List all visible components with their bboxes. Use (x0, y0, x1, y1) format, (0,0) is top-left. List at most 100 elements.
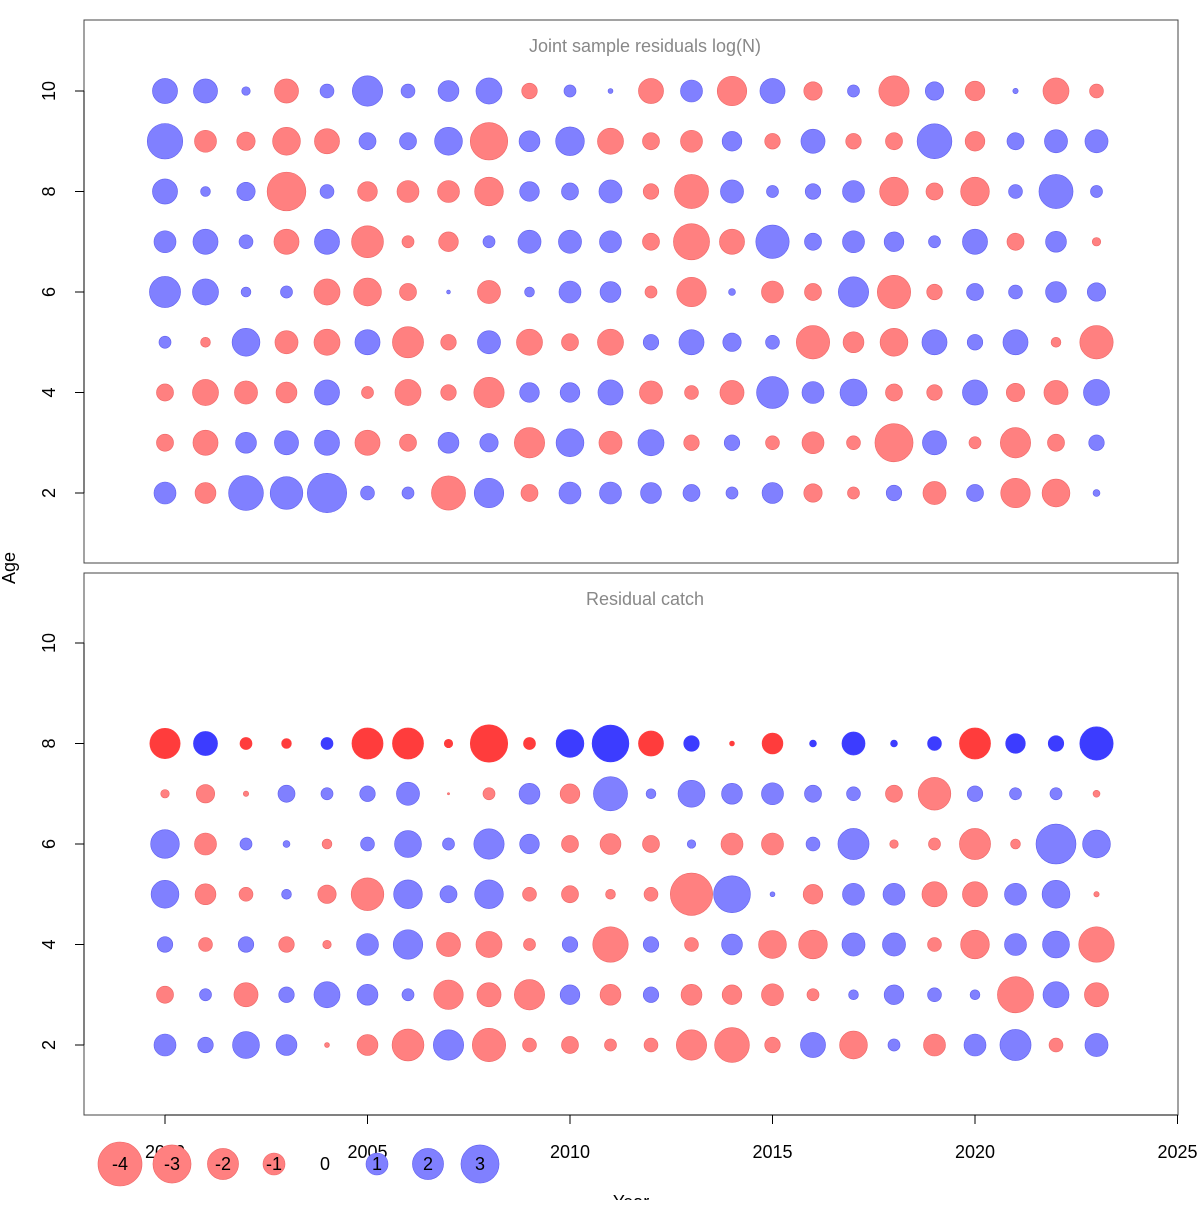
bubble-point (520, 484, 539, 502)
bubble-point (879, 328, 909, 357)
bubble-point (479, 433, 499, 453)
bubble-point (436, 932, 461, 957)
bubble-point (960, 929, 990, 960)
bubble-point (474, 879, 504, 909)
y-tick-label: 2 (39, 488, 59, 498)
bubble-point (713, 875, 751, 913)
bubble-point (1093, 891, 1100, 898)
bubble-point (399, 283, 417, 301)
bubble-point (642, 334, 660, 351)
legend-label: 1 (372, 1154, 382, 1174)
bubble-point (396, 781, 420, 806)
bubble-point (438, 231, 459, 252)
bubble-point (966, 334, 984, 351)
bubble-point (278, 986, 295, 1003)
bubble-point (722, 332, 742, 352)
bubble-point (193, 78, 218, 104)
bubble-point (1048, 1037, 1064, 1053)
bubble-point (765, 334, 780, 350)
bubble-point (392, 727, 424, 760)
bubble-point (356, 1034, 379, 1056)
bubble-point (317, 884, 337, 904)
bubble-point (883, 231, 905, 252)
bubble-point (842, 180, 865, 203)
bubble-point (1047, 735, 1065, 752)
bubble-point (889, 839, 899, 849)
bubble-point (642, 936, 660, 953)
bubble-point (1079, 325, 1114, 360)
bubble-point (1008, 184, 1023, 199)
bubble-point (802, 884, 824, 905)
bubble-point (997, 976, 1034, 1014)
bubble-point (477, 280, 501, 304)
bubble-point (482, 235, 496, 249)
bubble-point (275, 1034, 298, 1056)
bubble-point (320, 737, 334, 750)
bubble-point (1047, 433, 1065, 452)
bubble-point (523, 737, 536, 750)
bubble-point (243, 790, 249, 797)
bubble-point (755, 224, 790, 259)
bubble-point (200, 337, 211, 348)
bubble-point (150, 829, 180, 859)
bubble-point (518, 783, 541, 805)
bubble-point (1005, 382, 1025, 402)
bubble-point (1010, 838, 1021, 850)
bubble-point (882, 882, 906, 906)
bubble-point (966, 785, 984, 802)
bubble-point (637, 429, 665, 457)
bubble-point (1042, 930, 1070, 959)
bubble-point (874, 423, 914, 463)
bubble-point (391, 1028, 425, 1062)
bubble-point (1000, 427, 1031, 459)
bubble-point (434, 127, 463, 156)
bubble-point (925, 182, 944, 201)
bubble-point (319, 184, 335, 199)
legend-bubble (152, 1144, 192, 1184)
legend-bubble (365, 1152, 389, 1176)
bubble-point (926, 283, 943, 301)
bubble-point (879, 176, 909, 207)
bubble-point (1084, 982, 1109, 1008)
bubble-point (1009, 787, 1022, 801)
bubble-point (846, 435, 861, 451)
x-tick-label: 2015 (752, 1142, 792, 1162)
bubble-point (559, 783, 581, 804)
bubble-point (280, 285, 293, 299)
bubble-point (885, 132, 903, 151)
bubble-point (640, 482, 662, 504)
bubble-point (555, 126, 585, 156)
bubble-point (803, 81, 823, 101)
bubble-point (801, 381, 825, 404)
bubble-point (759, 78, 786, 104)
bubble-point (922, 481, 947, 505)
bubble-point (150, 880, 180, 909)
bubble-point (192, 379, 219, 406)
bubble-point (319, 83, 335, 99)
x-tick-label: 2025 (1157, 1142, 1197, 1162)
bubble-point (607, 88, 614, 94)
bubble-point (999, 1029, 1032, 1061)
bubble-point (1084, 129, 1109, 154)
bubble-point (962, 228, 988, 255)
bubble-point (156, 383, 174, 402)
bubble-point (433, 979, 464, 1010)
bubble-point (475, 931, 503, 958)
legend-bubble (97, 1141, 143, 1187)
bubble-point (678, 329, 705, 356)
bubble-point (676, 276, 707, 308)
bubble-point (351, 727, 384, 760)
bubble-point (599, 281, 622, 303)
bubble-point (1042, 981, 1070, 1009)
bubble-point (469, 122, 509, 161)
bubble-point (228, 475, 264, 511)
bubble-point (473, 477, 505, 509)
bubble-point (1087, 282, 1107, 302)
bubble-point (683, 434, 700, 451)
bubble-point (194, 832, 217, 856)
bubble-point (591, 724, 630, 763)
bubble-point (1079, 726, 1114, 761)
bubble-point (443, 738, 454, 749)
bubble-point (758, 930, 787, 959)
bubble-point (1002, 329, 1029, 356)
